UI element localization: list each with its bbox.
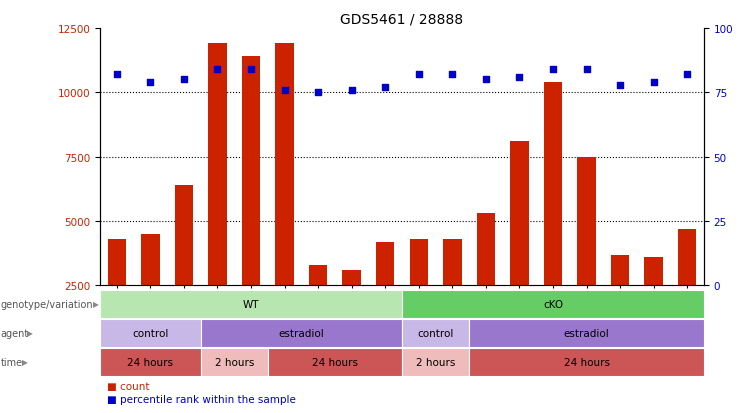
Point <box>446 72 458 78</box>
Text: ▶: ▶ <box>93 299 99 309</box>
Text: ■ percentile rank within the sample: ■ percentile rank within the sample <box>107 394 296 404</box>
Point <box>211 67 223 74</box>
Point <box>346 87 358 94</box>
Bar <box>276 44 293 350</box>
Bar <box>242 57 260 350</box>
Bar <box>443 240 462 350</box>
Point <box>413 72 425 78</box>
Bar <box>511 142 528 350</box>
Bar <box>309 265 328 350</box>
Text: ▶: ▶ <box>27 328 33 337</box>
Point <box>514 74 525 81</box>
Point <box>178 77 190 83</box>
Bar <box>645 258 663 350</box>
Bar <box>342 271 361 350</box>
Bar <box>141 235 159 350</box>
Bar <box>476 214 495 350</box>
Text: 24 hours: 24 hours <box>127 357 173 367</box>
Point <box>480 77 492 83</box>
Point <box>648 80 659 86</box>
Text: ▶: ▶ <box>22 357 28 366</box>
Title: GDS5461 / 28888: GDS5461 / 28888 <box>340 12 464 26</box>
Bar <box>175 185 193 350</box>
Bar <box>376 242 394 350</box>
Bar <box>544 83 562 350</box>
Bar <box>410 240 428 350</box>
Point <box>581 67 593 74</box>
Point <box>379 85 391 91</box>
Text: ■ count: ■ count <box>107 381 150 391</box>
Text: agent: agent <box>1 328 29 338</box>
Bar <box>107 240 126 350</box>
Text: estradiol: estradiol <box>564 328 609 338</box>
Point <box>245 67 257 74</box>
Bar <box>611 255 629 350</box>
Text: 2 hours: 2 hours <box>215 357 254 367</box>
Text: WT: WT <box>243 299 259 309</box>
Text: genotype/variation: genotype/variation <box>1 299 93 309</box>
Point <box>681 72 693 78</box>
Point <box>312 90 324 96</box>
Text: 2 hours: 2 hours <box>416 357 455 367</box>
Text: 24 hours: 24 hours <box>563 357 610 367</box>
Text: control: control <box>417 328 453 338</box>
Bar <box>678 229 697 350</box>
Point <box>111 72 123 78</box>
Point <box>614 82 626 89</box>
Text: 24 hours: 24 hours <box>312 357 358 367</box>
Text: estradiol: estradiol <box>279 328 325 338</box>
Bar <box>208 44 227 350</box>
Text: cKO: cKO <box>543 299 563 309</box>
Point <box>144 80 156 86</box>
Text: control: control <box>132 328 168 338</box>
Point <box>279 87 290 94</box>
Text: time: time <box>1 357 23 367</box>
Point <box>547 67 559 74</box>
Bar <box>577 157 596 350</box>
